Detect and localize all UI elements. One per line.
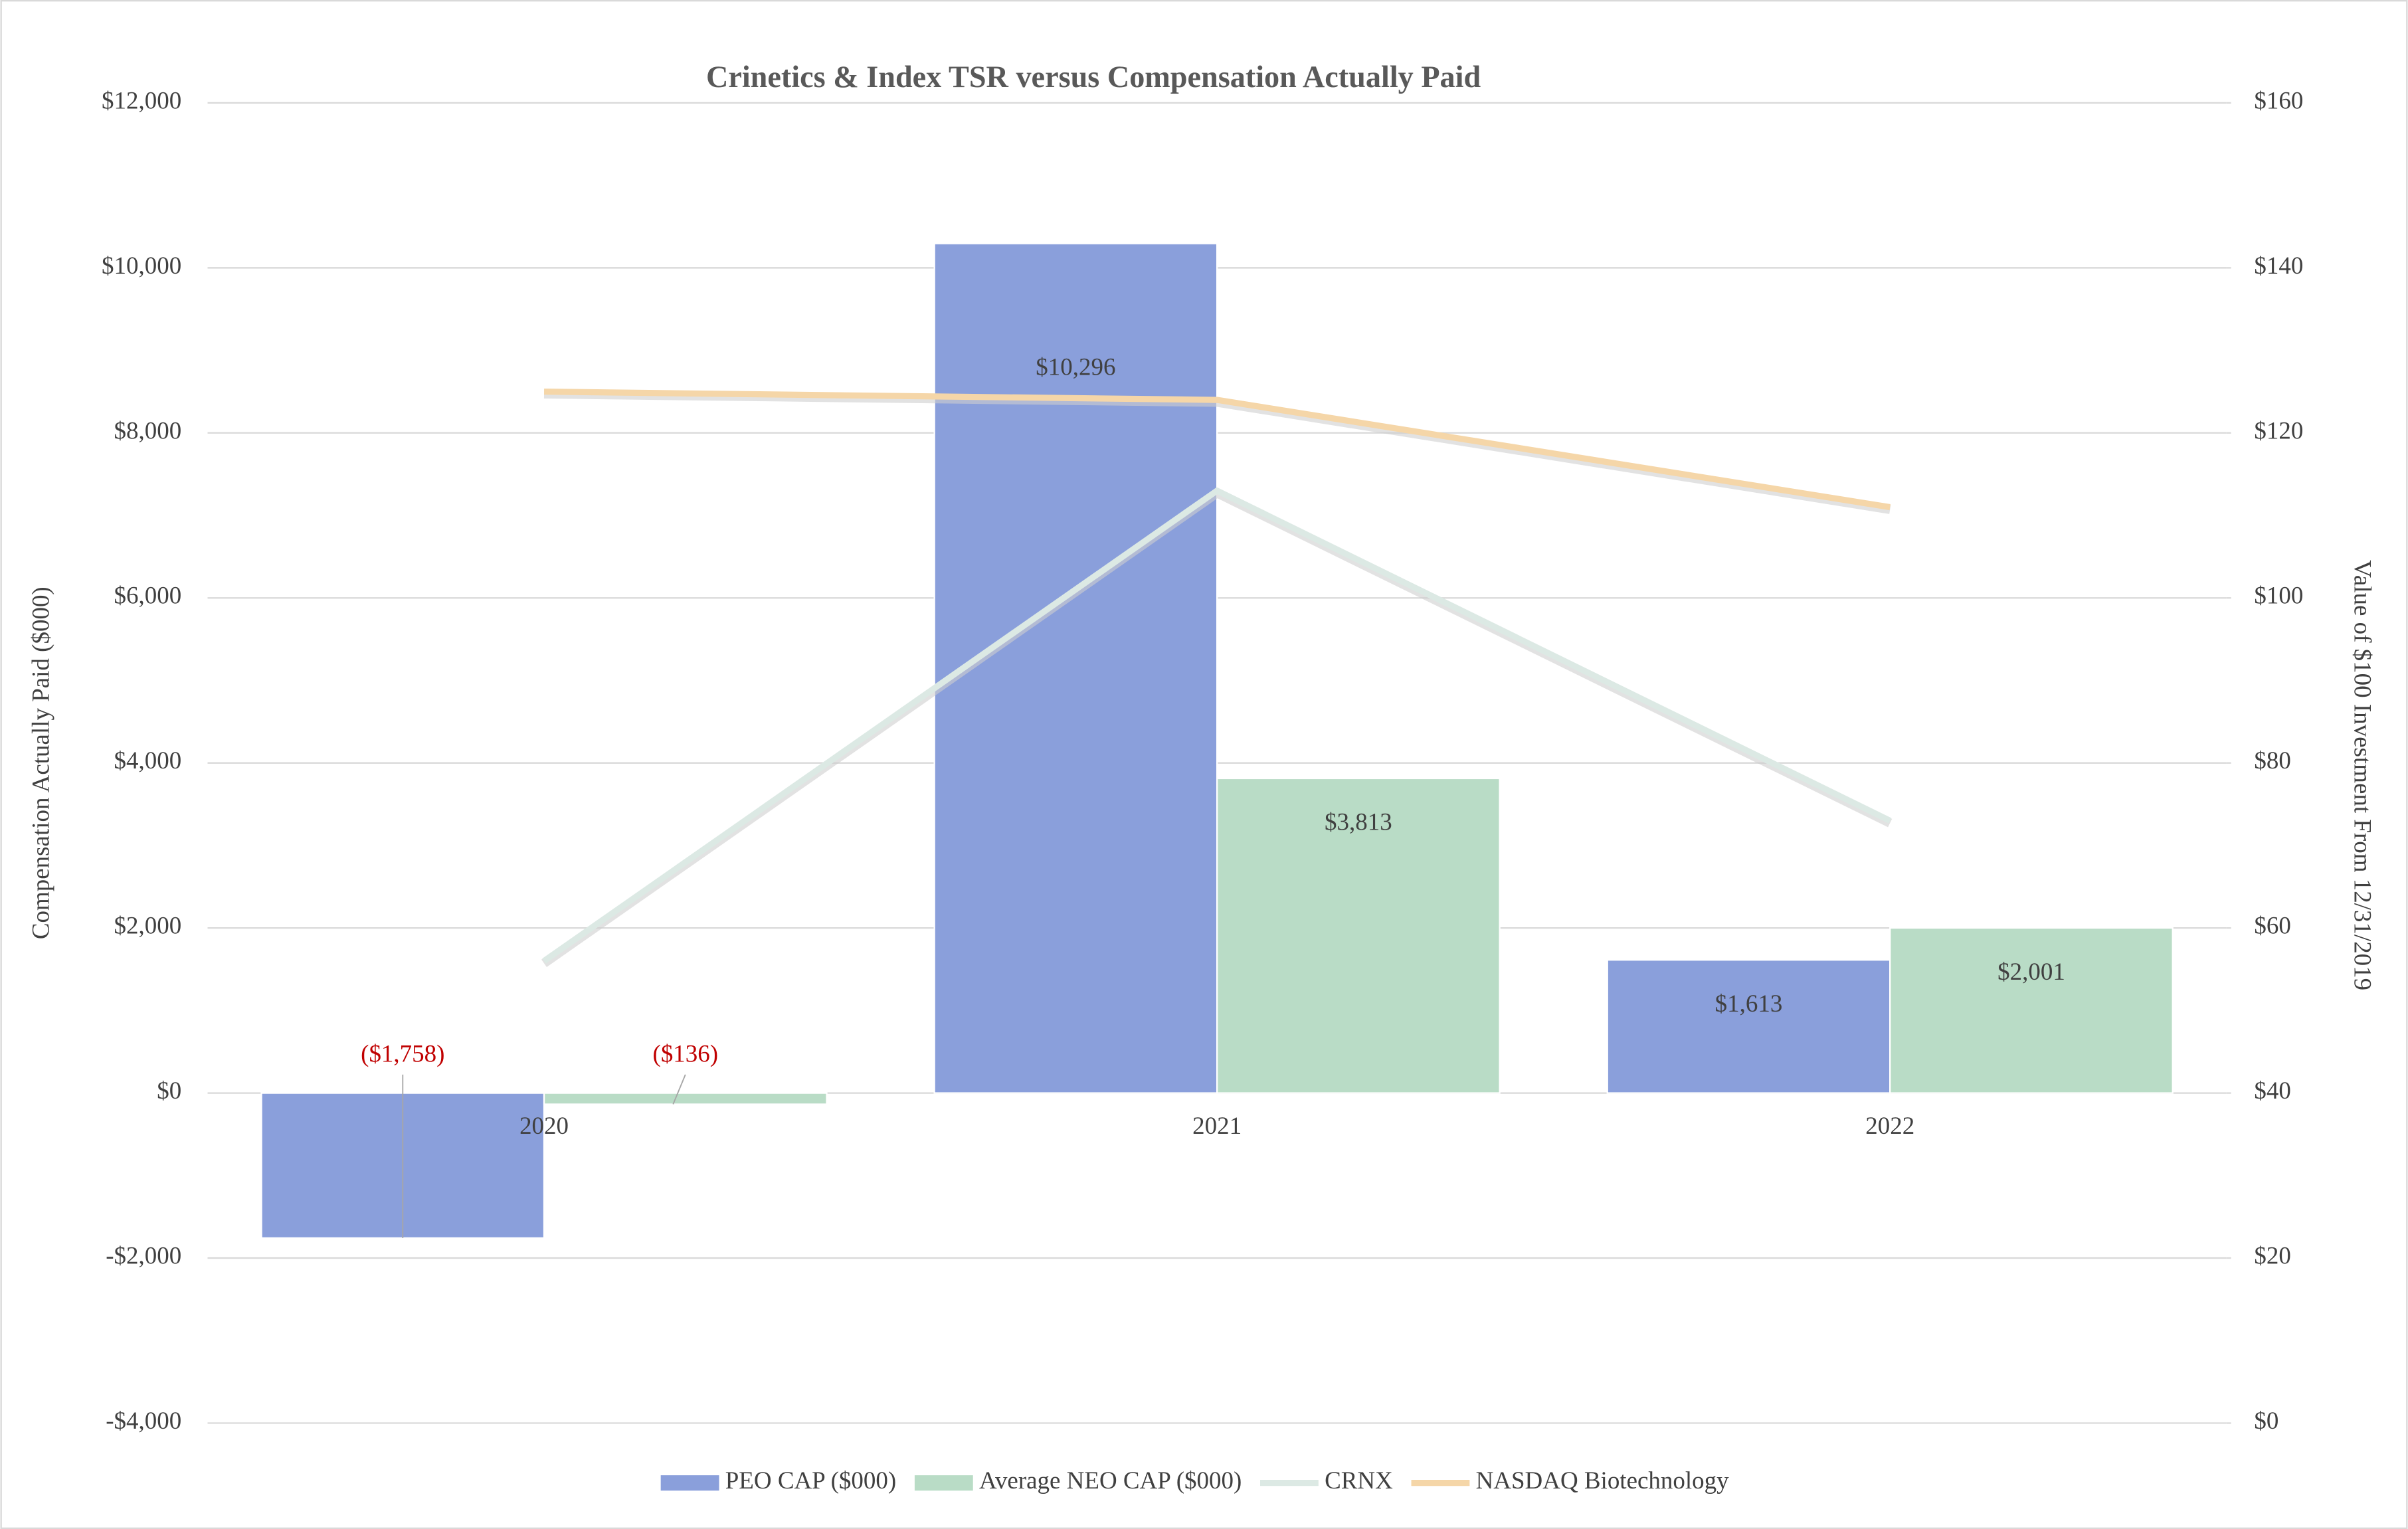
y-tick-label: $10,000 — [102, 252, 181, 279]
data-label: $3,813 — [1325, 808, 1392, 836]
legend-swatch — [914, 1475, 973, 1491]
data-label: $1,613 — [1715, 990, 1783, 1017]
y2-tick-label: $140 — [2254, 252, 2303, 279]
chart-title: Crinetics & Index TSR versus Compensatio… — [706, 60, 1481, 94]
legend-swatch — [660, 1475, 719, 1491]
y2-tick-label: $40 — [2254, 1077, 2290, 1104]
x-tick-label: 2020 — [519, 1112, 569, 1139]
bar — [1889, 927, 2174, 1094]
y-tick-label: -$2,000 — [106, 1242, 181, 1269]
legend-label: PEO CAP ($000) — [725, 1467, 896, 1494]
data-label: $2,001 — [1997, 958, 2065, 985]
data-label: $10,296 — [1036, 353, 1115, 381]
data-label: ($136) — [653, 1040, 719, 1068]
y2-tick-label: $160 — [2254, 86, 2303, 114]
y2-tick-label: $0 — [2254, 1407, 2278, 1434]
y2-tick-label: $100 — [2254, 582, 2303, 609]
y2-tick-label: $80 — [2254, 747, 2290, 774]
y-tick-label: $4,000 — [114, 747, 182, 774]
legend-label: Average NEO CAP ($000) — [979, 1467, 1242, 1494]
legend-label: NASDAQ Biotechnology — [1476, 1467, 1729, 1494]
y2-tick-label: $20 — [2254, 1242, 2290, 1269]
line — [542, 488, 1892, 964]
y-tick-label: $6,000 — [114, 582, 182, 609]
bar — [543, 1092, 828, 1105]
bar — [1606, 959, 1891, 1094]
bar — [1216, 777, 1501, 1094]
y-axis-title: Compensation Actually Paid ($000) — [27, 586, 55, 939]
y-tick-label: $0 — [157, 1077, 181, 1104]
y-tick-label: $8,000 — [114, 416, 182, 444]
x-tick-label: 2021 — [1192, 1112, 1242, 1139]
label-leader — [672, 1074, 686, 1105]
x-tick-label: 2022 — [1865, 1112, 1914, 1139]
y-tick-label: $12,000 — [102, 86, 181, 114]
y2-tick-label: $120 — [2254, 416, 2303, 444]
legend-label: CRNX — [1325, 1467, 1393, 1494]
y-tick-label: $2,000 — [114, 912, 182, 939]
y2-tick-label: $60 — [2254, 912, 2290, 939]
bar — [933, 242, 1218, 1094]
data-label: ($1,758) — [361, 1040, 444, 1068]
y-tick-label: -$4,000 — [106, 1407, 181, 1434]
line — [543, 389, 1891, 511]
y2-axis-title: Value of $100 Investment From 12/31/2019 — [2349, 560, 2376, 990]
